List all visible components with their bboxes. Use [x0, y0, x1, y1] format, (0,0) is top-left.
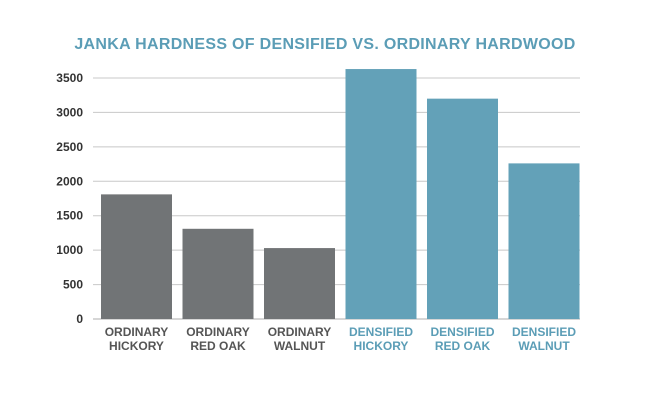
y-tick-label: 0	[76, 312, 83, 326]
x-axis: ORDINARY HICKORY ORDINARY RED OAK ORDINARY WA…	[105, 325, 577, 353]
x-tick-label: DENSIFIED HICKORY	[349, 325, 413, 353]
y-tick-label: 3500	[56, 71, 83, 85]
x-tick-label: ORDINARY WALNUT	[268, 325, 332, 353]
bar-densified-walnut	[508, 163, 580, 319]
y-axis: 0 500 1000 1500 2000 2500 3000 3500	[56, 71, 83, 326]
y-tick-label: 1500	[56, 209, 83, 223]
x-tick-label: ORDINARY RED OAK	[186, 325, 250, 353]
x-tick-label: ORDINARY HICKORY	[105, 325, 169, 353]
y-tick-label: 1000	[56, 243, 83, 257]
y-tick-label: 2000	[56, 174, 83, 188]
chart-title: JANKA HARDNESS OF DENSIFIED VS. ORDINARY…	[74, 36, 576, 53]
bar-densified-red-oak	[427, 98, 498, 320]
bars	[101, 69, 580, 320]
y-tick-label: 2500	[56, 140, 83, 154]
bar-ordinary-hickory	[101, 194, 172, 319]
x-tick-label: DENSIFIED WALNUT	[512, 325, 576, 353]
bar-ordinary-walnut	[264, 248, 335, 319]
y-tick-label: 3000	[56, 105, 83, 119]
x-tick-label: DENSIFIED RED OAK	[430, 325, 494, 353]
gridlines	[93, 77, 580, 320]
y-tick-label: 500	[63, 278, 83, 292]
bar-densified-hickory	[345, 69, 417, 319]
bar-ordinary-red-oak	[182, 228, 254, 319]
